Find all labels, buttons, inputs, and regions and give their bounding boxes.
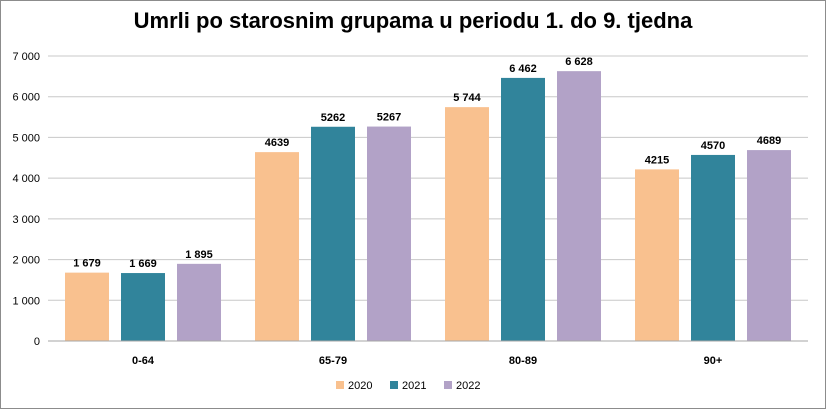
y-tick-label: 5 000 (12, 132, 40, 144)
bar (445, 107, 489, 341)
data-label: 5 744 (453, 92, 481, 104)
y-tick-label: 3 000 (12, 214, 40, 226)
data-label: 4570 (701, 140, 725, 152)
data-label: 1 669 (129, 258, 157, 270)
bar (501, 77, 545, 341)
legend-label: 2021 (402, 380, 426, 392)
y-tick-label: 2 000 (12, 255, 40, 267)
legend-label: 2022 (456, 380, 480, 392)
legend-swatch (444, 381, 452, 389)
legend-swatch (336, 381, 344, 389)
data-label: 4215 (645, 154, 669, 166)
bar (311, 126, 355, 341)
y-tick-label: 0 (34, 336, 40, 348)
y-tick-label: 4 000 (12, 173, 40, 185)
y-tick-label: 7 000 (12, 51, 40, 63)
bar (255, 152, 299, 341)
y-tick-label: 6 000 (12, 92, 40, 104)
data-label: 1 895 (185, 249, 213, 261)
legend-label: 2020 (348, 380, 372, 392)
data-label: 5262 (321, 112, 345, 124)
y-tick-label: 1 000 (12, 295, 40, 307)
bar (65, 272, 109, 341)
bar (121, 273, 165, 341)
data-label: 5267 (377, 112, 401, 124)
bar (557, 71, 601, 341)
bar (747, 150, 791, 341)
bar (177, 263, 221, 341)
chart-title: Umrli po starosnim grupama u periodu 1. … (133, 8, 693, 33)
legend-swatch (390, 381, 398, 389)
data-label: 4689 (757, 135, 781, 147)
data-label: 4639 (265, 137, 289, 149)
x-tick-label: 0-64 (132, 355, 155, 367)
data-label: 6 462 (509, 63, 537, 75)
data-label: 1 679 (73, 258, 101, 270)
bar (691, 154, 735, 341)
x-tick-label: 65-79 (319, 355, 347, 367)
data-label: 6 628 (565, 56, 593, 68)
x-tick-label: 80-89 (509, 355, 537, 367)
bar (367, 126, 411, 341)
x-tick-label: 90+ (704, 355, 723, 367)
bar (635, 169, 679, 341)
